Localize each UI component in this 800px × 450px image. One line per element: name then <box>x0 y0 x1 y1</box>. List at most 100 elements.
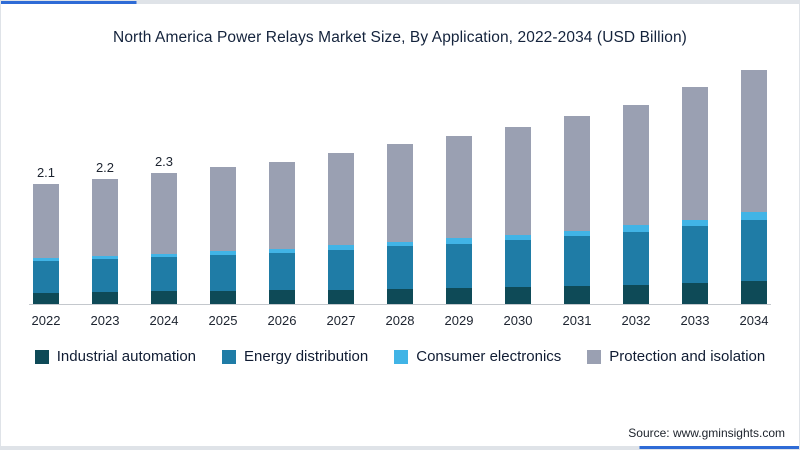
bar-segment-protection-and-isolation <box>741 70 767 213</box>
bar-segment-industrial-automation <box>33 292 59 304</box>
x-axis-label: 2034 <box>739 313 769 328</box>
bar-segment-industrial-automation <box>682 283 708 304</box>
legend-label: Industrial automation <box>56 348 196 365</box>
x-axis-labels: 2022 2023 2024 2025 2026 2027 2028 2029 2030 2031… <box>29 305 771 328</box>
bar-segment-industrial-automation <box>151 291 177 304</box>
x-axis-label: 2026 <box>267 313 297 328</box>
legend-label: Protection and isolation <box>609 348 766 365</box>
bar-segment-industrial-automation <box>269 290 295 304</box>
legend-item: Industrial automation <box>34 348 196 365</box>
bar-segment-industrial-automation <box>92 292 118 304</box>
stacked-bar <box>210 167 236 304</box>
x-axis-label: 2033 <box>680 313 710 328</box>
x-axis-label: 2031 <box>562 313 592 328</box>
legend-item: Consumer electronics <box>394 348 561 365</box>
bar-segment-energy-distribution <box>741 219 767 282</box>
bar-column <box>737 70 771 304</box>
legend-label: Energy distribution <box>244 348 369 365</box>
x-axis-label: 2024 <box>149 313 179 328</box>
x-axis-label: 2022 <box>31 313 61 328</box>
bar-column <box>324 152 358 304</box>
bar-segment-energy-distribution <box>446 243 472 289</box>
bar-segment-energy-distribution <box>387 246 413 289</box>
bar-segment-protection-and-isolation <box>328 152 354 246</box>
bar-column: 2.2 <box>88 160 122 304</box>
bar-segment-industrial-automation <box>623 284 649 304</box>
chart-title: North America Power Relays Market Size, … <box>113 29 687 46</box>
bar-segment-protection-and-isolation <box>682 87 708 220</box>
bar-column <box>442 135 476 304</box>
stacked-bar <box>741 70 767 304</box>
bar-segment-protection-and-isolation <box>387 144 413 242</box>
bar-segment-protection-and-isolation <box>92 178 118 256</box>
stacked-bar <box>387 144 413 304</box>
bar-column <box>206 167 240 304</box>
bar-column <box>501 127 535 304</box>
bar-segment-energy-distribution <box>564 236 590 286</box>
source-text: Source: www.gminsights.com <box>628 426 785 440</box>
stacked-bar <box>328 152 354 304</box>
bar-segment-energy-distribution <box>328 249 354 290</box>
bar-total-label: 2.2 <box>95 159 115 175</box>
legend-swatch <box>394 349 409 364</box>
bar-segment-energy-distribution <box>92 258 118 293</box>
bar-segment-consumer-electronics <box>387 241 413 247</box>
bar-column <box>265 161 299 304</box>
bar-segment-protection-and-isolation <box>505 127 531 236</box>
stacked-bar <box>151 172 177 304</box>
bar-segment-energy-distribution <box>505 240 531 287</box>
bar-total-label: 2.3 <box>154 153 174 169</box>
bar-segment-consumer-electronics <box>328 245 354 250</box>
bar-segment-industrial-automation <box>446 288 472 304</box>
legend: Industrial automation Energy distribution… <box>1 348 799 365</box>
chart-plot: 2.1 2.2 2.3 <box>29 57 771 305</box>
bar-segment-consumer-electronics <box>741 212 767 220</box>
stacked-bar <box>92 178 118 304</box>
x-axis-label: 2027 <box>326 313 356 328</box>
bar-segment-consumer-electronics <box>682 219 708 227</box>
bar-total-label: 2.1 <box>36 165 56 181</box>
stacked-bar <box>564 115 590 304</box>
top-accent-line <box>1 1 799 4</box>
x-axis-label: 2028 <box>385 313 415 328</box>
x-axis-label: 2023 <box>90 313 120 328</box>
x-axis-label: 2030 <box>503 313 533 328</box>
bar-segment-energy-distribution <box>151 257 177 292</box>
bar-segment-energy-distribution <box>33 261 59 293</box>
legend-label: Consumer electronics <box>416 348 562 365</box>
bottom-accent-line <box>1 446 799 449</box>
bar-segment-industrial-automation <box>505 286 531 304</box>
stacked-bar <box>446 135 472 304</box>
stacked-bar <box>623 104 649 304</box>
bar-segment-industrial-automation <box>328 289 354 304</box>
legend-swatch <box>222 349 236 364</box>
bar-column <box>560 115 594 304</box>
bar-segment-energy-distribution <box>210 254 236 291</box>
stacked-bar <box>682 87 708 304</box>
bar-segment-consumer-electronics <box>210 251 236 255</box>
x-axis-label: 2025 <box>208 313 238 328</box>
bar-segment-consumer-electronics <box>564 230 590 237</box>
stacked-bar <box>269 161 295 304</box>
stacked-bar <box>505 127 531 304</box>
bar-segment-protection-and-isolation <box>269 161 295 249</box>
bar-segment-industrial-automation <box>210 290 236 304</box>
legend-swatch <box>34 349 49 364</box>
stacked-bar <box>33 184 59 304</box>
bar-segment-energy-distribution <box>682 226 708 284</box>
bar-segment-consumer-electronics <box>151 253 177 258</box>
bar-column <box>678 87 712 304</box>
bar-column: 2.3 <box>147 154 181 304</box>
bar-segment-industrial-automation <box>564 285 590 304</box>
bar-segment-consumer-electronics <box>92 255 118 259</box>
bar-segment-protection-and-isolation <box>623 104 649 226</box>
bar-segment-protection-and-isolation <box>446 135 472 239</box>
bar-column <box>619 104 653 304</box>
bar-segment-energy-distribution <box>269 252 295 291</box>
bar-segment-energy-distribution <box>623 231 649 285</box>
bar-column <box>383 144 417 304</box>
bar-segment-consumer-electronics <box>446 238 472 244</box>
x-axis-label: 2032 <box>621 313 651 328</box>
plot-area: 2.1 2.2 2.3 2022 2023 2024 2025 2026 2027 2028 20… <box>29 57 771 328</box>
